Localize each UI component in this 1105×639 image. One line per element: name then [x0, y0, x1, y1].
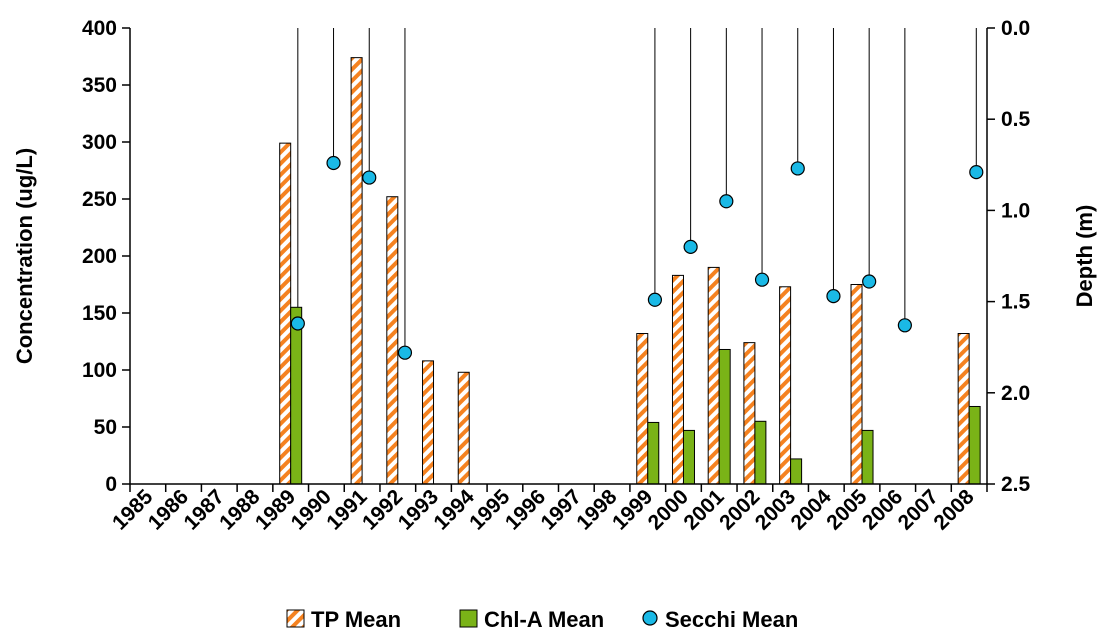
secchi-mean-point [326, 155, 341, 171]
secchi-points [290, 155, 984, 360]
y-tick-label: 0 [105, 473, 117, 496]
x-tick-label: 1999 [608, 485, 657, 534]
x-tick-label: 2004 [787, 485, 837, 535]
legend-tp-swatch [286, 609, 305, 628]
x-tick-label: 2000 [644, 485, 693, 534]
y-tick-label: 50 [94, 416, 117, 439]
x-tick-label: 1997 [537, 485, 586, 534]
secchi-mean-point [826, 289, 841, 304]
secchi-mean-point [897, 318, 912, 333]
chl-a-mean-bar [647, 421, 660, 485]
y2-axis-title: Depth (m) [1072, 205, 1097, 308]
secchi-mean-point [790, 161, 805, 176]
x-tick-label: 1994 [429, 485, 479, 535]
x-tick-label: 2005 [822, 485, 872, 535]
tp-mean-bar [636, 333, 649, 485]
x-tick-label: 2008 [929, 485, 979, 535]
chl-a-mean-bar [861, 429, 874, 485]
y-tick-label: 350 [82, 74, 117, 97]
x-tick-label: 1988 [215, 485, 265, 535]
legend: TP Mean Chl-A Mean Secchi Mean [286, 607, 798, 632]
y2-tick-label: 2.5 [1001, 473, 1031, 496]
x-tick-label: 2003 [751, 485, 800, 534]
chl-a-mean-bar [968, 405, 981, 485]
legend-tp-label: TP Mean [311, 607, 401, 632]
x-tick-label: 1998 [572, 485, 622, 535]
secchi-mean-point [397, 345, 413, 360]
y-axis-title: Concentration (ug/L) [12, 148, 37, 364]
chl-a-mean-bar [790, 458, 803, 485]
secchi-mean-point [969, 164, 984, 180]
x-tick-label: 2007 [894, 485, 943, 534]
tp-mean-bar [279, 142, 292, 485]
y2-tick-label: 1.5 [1001, 291, 1031, 314]
secchi-mean-point [683, 239, 698, 254]
bars [279, 57, 981, 485]
secchi-mean-point [290, 316, 305, 331]
legend-chl-swatch [459, 609, 478, 628]
legend-secchi-swatch [642, 610, 658, 626]
tp-mean-bar [386, 196, 399, 485]
tp-mean-bar [850, 284, 863, 485]
tp-mean-bar [457, 371, 470, 485]
y2-tick-label: 2.0 [1001, 382, 1030, 405]
y-tick-label: 250 [82, 188, 117, 211]
secchi-mean-point [719, 194, 734, 209]
legend-secchi-label: Secchi Mean [665, 607, 798, 632]
secchi-mean-point [862, 274, 877, 289]
y2-tick-label: 0.0 [1001, 17, 1030, 40]
y2-tick-label: 1.0 [1001, 199, 1030, 222]
secchi-mean-point [754, 272, 770, 287]
tp-mean-bar [779, 286, 792, 485]
secchi-mean-point [647, 292, 663, 307]
axes: 0 50 100 150 200 250 300 350 400 0.0 0.5 1.0 1.5 2.0 2… [12, 17, 1097, 535]
legend-chl-label: Chl-A Mean [484, 607, 604, 632]
tp-mean-bar [743, 342, 756, 485]
y-tick-label: 400 [82, 17, 117, 40]
tp-mean-bar [350, 57, 363, 485]
y-tick-label: 100 [82, 359, 117, 382]
x-tick-label: 2006 [858, 485, 907, 534]
x-tick-label: 1996 [501, 485, 550, 534]
x-tick-label: 1991 [322, 485, 372, 535]
x-tick-label: 1990 [287, 485, 336, 534]
x-tick-label: 2002 [715, 485, 764, 534]
tp-mean-bar [707, 266, 720, 485]
x-tick-label: 2001 [679, 485, 729, 535]
x-tick-label: 1987 [180, 485, 229, 534]
chl-a-mean-bar [290, 306, 303, 485]
secchi-mean-point [362, 170, 377, 185]
chl-a-mean-bar [754, 420, 767, 485]
secchi-drop-lines [297, 28, 977, 353]
y2-tick-label: 0.5 [1001, 108, 1031, 131]
x-tick-label: 1986 [144, 485, 193, 534]
tp-mean-bar [422, 360, 435, 485]
chl-a-mean-bar [682, 429, 695, 485]
tp-mean-bar [671, 274, 684, 485]
x-tick-label: 1993 [394, 485, 443, 534]
chl-a-mean-bar [718, 348, 731, 485]
y-tick-label: 200 [82, 245, 117, 268]
x-tick-label: 1989 [251, 485, 300, 534]
y-tick-label: 150 [82, 302, 117, 325]
x-tick-label: 1992 [358, 485, 407, 534]
y-tick-label: 300 [82, 131, 117, 154]
tp-mean-bar [957, 333, 970, 485]
x-tick-label: 1995 [465, 485, 515, 535]
